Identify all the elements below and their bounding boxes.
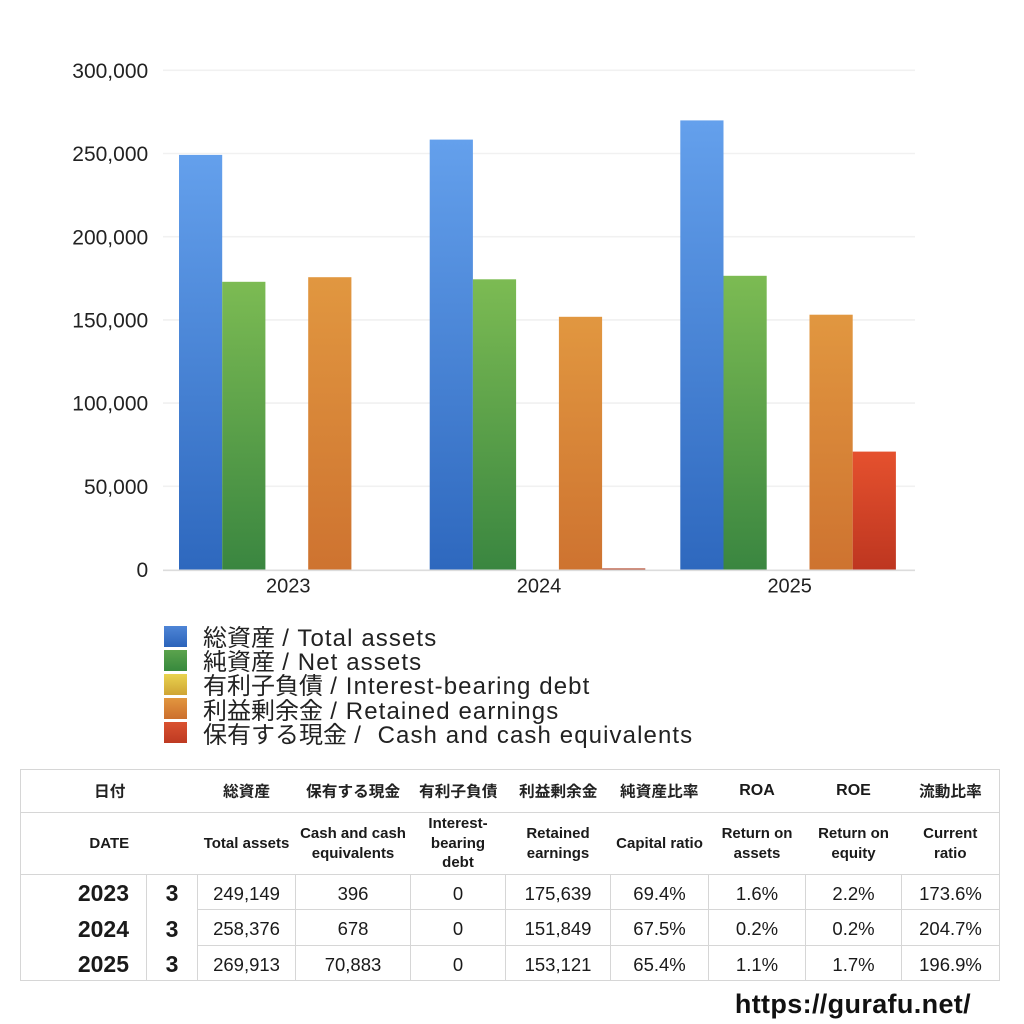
svg-text:300,000: 300,000 bbox=[72, 60, 148, 83]
svg-text:250,000: 250,000 bbox=[72, 143, 148, 166]
svg-text:0: 0 bbox=[137, 559, 149, 582]
svg-text:200,000: 200,000 bbox=[72, 226, 148, 249]
svg-text:2024: 2024 bbox=[517, 576, 562, 598]
svg-text:50,000: 50,000 bbox=[84, 476, 148, 499]
svg-text:100,000: 100,000 bbox=[72, 393, 148, 416]
svg-text:2025: 2025 bbox=[767, 576, 812, 598]
svg-text:2023: 2023 bbox=[266, 576, 311, 598]
svg-text:150,000: 150,000 bbox=[72, 310, 148, 333]
